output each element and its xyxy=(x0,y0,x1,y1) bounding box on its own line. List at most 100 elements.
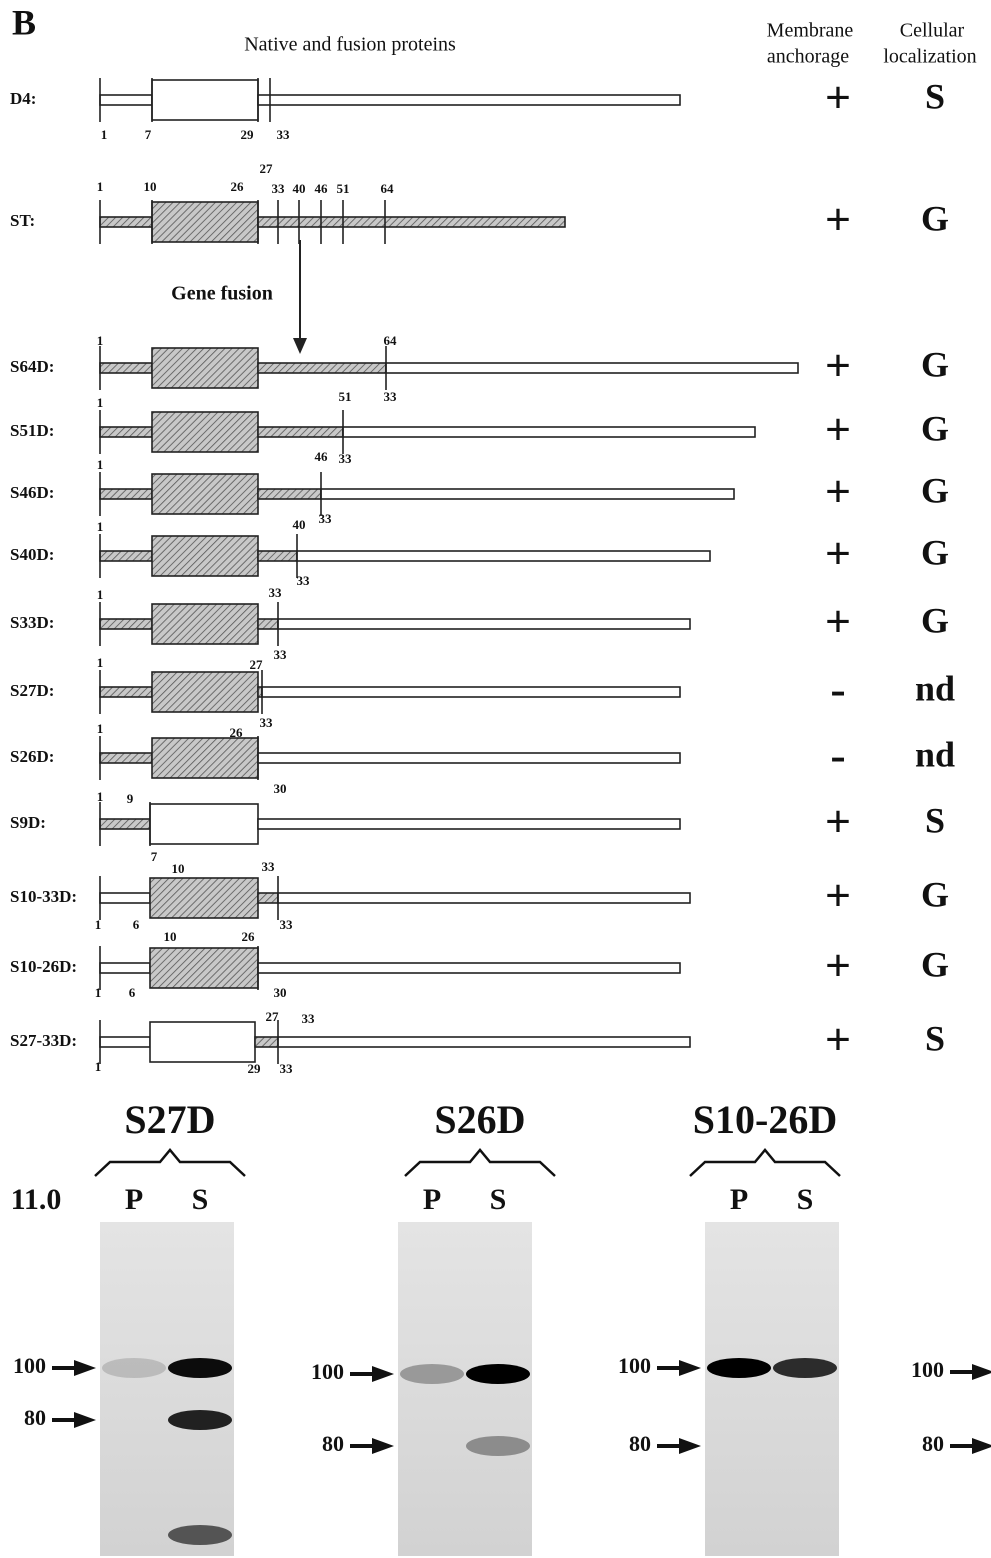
marker-arrow xyxy=(52,1360,96,1376)
domain-bar xyxy=(258,819,680,829)
localization: G xyxy=(921,874,949,914)
figure: B Native and fusion proteins Membrane an… xyxy=(0,0,991,1558)
domain-bar xyxy=(100,963,150,973)
domain-bar xyxy=(100,217,152,227)
position-label: 1 xyxy=(97,395,104,410)
position-label: 27 xyxy=(250,657,264,672)
domain-box xyxy=(152,202,258,242)
band xyxy=(168,1410,232,1430)
band xyxy=(102,1358,166,1378)
domain-bar xyxy=(258,95,680,105)
domain-bar xyxy=(262,687,680,697)
domain-bar xyxy=(100,489,152,499)
band xyxy=(707,1358,771,1378)
localization: G xyxy=(921,198,949,238)
marker-arrow xyxy=(950,1438,991,1454)
domain-box xyxy=(152,604,258,644)
position-label: 30 xyxy=(274,781,287,796)
domain-box xyxy=(150,1022,255,1062)
bracket xyxy=(405,1150,555,1176)
construct-name: ST: xyxy=(10,211,35,230)
position-label: 64 xyxy=(384,333,398,348)
lane-label: P xyxy=(730,1183,748,1216)
position-label: 1 xyxy=(97,519,104,534)
position-label: 46 xyxy=(315,449,329,464)
position-label: 1 xyxy=(97,789,104,804)
position-label: 33 xyxy=(297,573,311,588)
domain-bar xyxy=(100,619,152,629)
position-label: 1 xyxy=(97,333,104,348)
position-label: 26 xyxy=(231,179,245,194)
localization: S xyxy=(925,800,945,840)
construct-name: S9D: xyxy=(10,813,46,832)
construct-name: S46D: xyxy=(10,483,54,502)
marker-label: 100 xyxy=(911,1357,944,1382)
position-label: 6 xyxy=(129,985,136,1000)
domain-box xyxy=(152,474,258,514)
domain-bar xyxy=(100,427,152,437)
domain-bar xyxy=(321,489,734,499)
domain-bar xyxy=(258,217,565,227)
domain-bar xyxy=(258,427,343,437)
domain-bar xyxy=(258,893,278,903)
domain-bar xyxy=(258,551,297,561)
band xyxy=(466,1436,530,1456)
domain-bar xyxy=(255,1037,278,1047)
domain-bar xyxy=(100,551,152,561)
marker-arrow xyxy=(657,1360,701,1376)
ph-label: 11.0 xyxy=(11,1183,62,1216)
domain-bar xyxy=(258,753,680,763)
marker-label: 100 xyxy=(618,1353,651,1378)
domain-box xyxy=(150,948,258,988)
panel-label: B xyxy=(12,2,36,42)
domain-bar xyxy=(100,687,152,697)
marker-label: 100 xyxy=(13,1353,46,1378)
band xyxy=(168,1525,232,1545)
band xyxy=(400,1364,464,1384)
lane-label: S xyxy=(797,1183,814,1216)
localization: nd xyxy=(915,668,955,708)
position-label: 29 xyxy=(241,127,255,142)
position-label: 10 xyxy=(164,929,177,944)
position-label: 1 xyxy=(95,985,102,1000)
marker-label: 80 xyxy=(322,1431,344,1456)
position-label: 33 xyxy=(274,647,288,662)
position-label: 33 xyxy=(260,715,274,730)
position-label: 10 xyxy=(172,861,185,876)
domain-bar xyxy=(100,363,152,373)
anchorage: + xyxy=(825,404,851,455)
marker-arrow xyxy=(950,1364,991,1380)
domain-box xyxy=(150,878,258,918)
diagram-title: Native and fusion proteins xyxy=(244,34,456,56)
position-label: 9 xyxy=(127,791,134,806)
construct-name: S40D: xyxy=(10,545,54,564)
position-label: 30 xyxy=(274,985,287,1000)
domain-bar xyxy=(297,551,710,561)
position-label: 64 xyxy=(381,181,395,196)
fusion-arrowhead xyxy=(293,338,307,354)
anchorage: + xyxy=(825,466,851,517)
localization: S xyxy=(925,1018,945,1058)
anchorage: + xyxy=(825,796,851,847)
gel-title: S26D xyxy=(434,1097,525,1142)
domain-bar xyxy=(100,893,150,903)
localization: G xyxy=(921,408,949,448)
domain-box xyxy=(152,80,258,120)
annotation: Gene fusion xyxy=(171,283,273,305)
gel xyxy=(705,1222,839,1556)
localization: nd xyxy=(915,734,955,774)
domain-box xyxy=(152,738,258,778)
domain-bar xyxy=(100,1037,150,1047)
position-label: 33 xyxy=(280,917,294,932)
position-label: 1 xyxy=(97,721,104,736)
gel-title: S27D xyxy=(124,1097,215,1142)
anchorage: - xyxy=(830,730,845,781)
position-label: 27 xyxy=(260,161,274,176)
construct-name: D4: xyxy=(10,89,36,108)
position-label: 1 xyxy=(101,127,108,142)
localization: G xyxy=(921,600,949,640)
position-label: 33 xyxy=(269,585,283,600)
lane-label: S xyxy=(490,1183,507,1216)
construct-name: S33D: xyxy=(10,613,54,632)
position-label: 51 xyxy=(339,389,352,404)
